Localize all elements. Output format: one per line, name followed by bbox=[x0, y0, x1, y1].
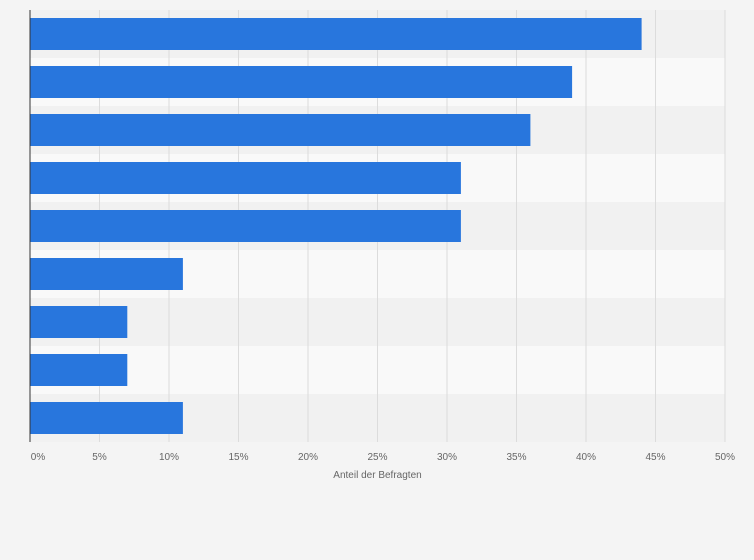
x-tick-label: 20% bbox=[298, 452, 318, 463]
bars bbox=[30, 18, 642, 434]
x-tick-label: 50% bbox=[715, 452, 735, 463]
x-tick-label: 35% bbox=[506, 452, 526, 463]
bar bbox=[30, 210, 461, 242]
bar bbox=[30, 258, 183, 290]
x-tick-label: 15% bbox=[228, 452, 248, 463]
x-tick-label: 30% bbox=[437, 452, 457, 463]
bar bbox=[30, 354, 128, 386]
bar bbox=[30, 66, 573, 98]
bar bbox=[30, 306, 128, 338]
x-tick-label: 0% bbox=[31, 452, 46, 463]
x-tick-label: 45% bbox=[645, 452, 665, 463]
x-tick-label: 10% bbox=[159, 452, 179, 463]
x-tick-labels: 0% 5% 10% 15% 20% 25% 30% 35% 40% 45% 50% bbox=[31, 452, 735, 463]
bar bbox=[30, 162, 461, 194]
x-tick-label: 5% bbox=[92, 452, 107, 463]
bar bbox=[30, 18, 642, 50]
x-axis-label: Anteil der Befragten bbox=[333, 470, 421, 481]
bar bbox=[30, 402, 183, 434]
x-tick-label: 40% bbox=[576, 452, 596, 463]
bar bbox=[30, 114, 531, 146]
x-tick-label: 25% bbox=[367, 452, 387, 463]
